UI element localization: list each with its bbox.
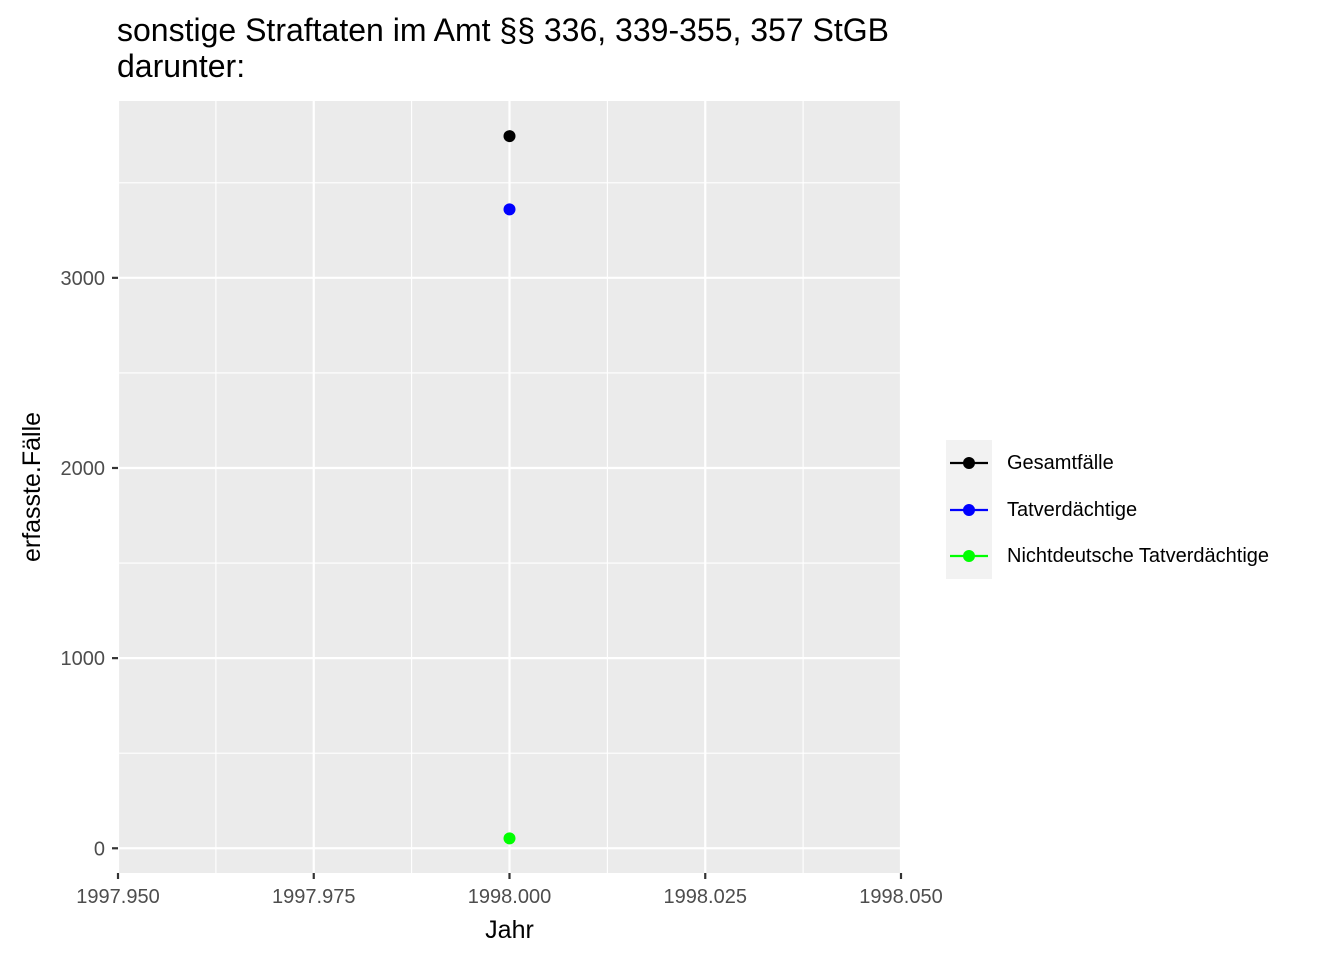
y-tick-label: 0 [94, 838, 105, 860]
legend-key [950, 550, 988, 562]
x-tick-label: 1998.050 [859, 886, 942, 908]
data-point[interactable] [503, 203, 516, 216]
y-tick-label: 3000 [61, 268, 106, 290]
y-tick-label: 1000 [61, 648, 106, 670]
data-point[interactable] [503, 832, 516, 845]
legend-key [950, 457, 988, 469]
x-axis-title: Jahr [485, 916, 534, 944]
legend-item: Gesamtfälle [946, 440, 1344, 486]
legend-item: Nichtdeutsche Tatverdächtige [946, 533, 1344, 579]
y-axis-title: erfasste.Fälle [18, 412, 46, 562]
x-tick-label: 1997.975 [272, 886, 355, 908]
legend-dot [963, 503, 975, 516]
legend-key [950, 503, 988, 516]
legend-label: Tatverdächtige [1007, 498, 1138, 521]
legend-dot [963, 550, 975, 562]
x-tick-label: 1998.000 [468, 886, 551, 908]
legend-label: Nichtdeutsche Tatverdächtige [1007, 545, 1270, 567]
legend-item: Tatverdächtige [946, 487, 1344, 533]
data-point[interactable] [503, 130, 516, 143]
y-tick-label: 2000 [61, 458, 106, 480]
legend-dot [963, 457, 975, 469]
legend: Gesamtfälle Tatverdächtige Nichtdeutsche T… [946, 440, 1269, 579]
legend-label: Gesamtfälle [1007, 452, 1114, 474]
chart-title: sonstige Straftaten im Amt §§ 336, 339-3… [117, 12, 890, 84]
x-tick-label: 1997.950 [76, 886, 159, 908]
x-tick-label: 1998.025 [664, 886, 747, 908]
